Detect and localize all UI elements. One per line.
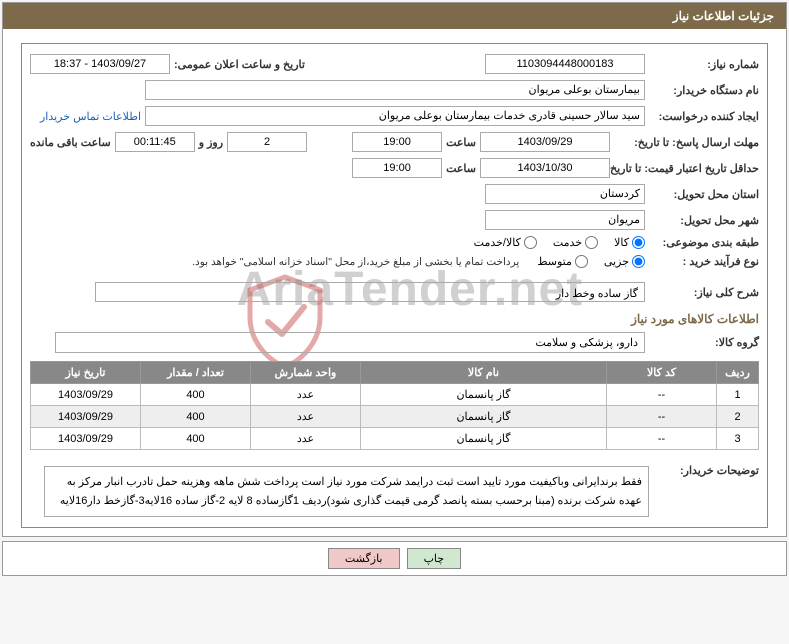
cell-date: 1403/09/29 xyxy=(31,428,141,450)
cell-code: -- xyxy=(607,428,717,450)
cell-name: گاز پانسمان xyxy=(361,428,607,450)
hms-remaining-value: 00:11:45 xyxy=(115,132,195,152)
cell-row: 2 xyxy=(717,406,759,428)
items-table: ردیف کد کالا نام کالا واحد شمارش تعداد /… xyxy=(30,361,759,450)
validity-label: حداقل تاریخ اعتبار قیمت: تا تاریخ: xyxy=(614,162,759,175)
buyer-org-value: بیمارستان بوعلی مریوان xyxy=(145,80,645,100)
radio-partial-input[interactable] xyxy=(632,255,645,268)
city-label: شهر محل تحویل: xyxy=(649,214,759,227)
table-row: 1--گاز پانسمانعدد4001403/09/29 xyxy=(31,384,759,406)
radio-goods-label: کالا xyxy=(614,236,629,249)
cell-name: گاز پانسمان xyxy=(361,406,607,428)
publish-datetime-label: تاریخ و ساعت اعلان عمومی: xyxy=(174,58,305,71)
radio-goods-service-input[interactable] xyxy=(524,236,537,249)
cell-name: گاز پانسمان xyxy=(361,384,607,406)
table-row: 2--گاز پانسمانعدد4001403/09/29 xyxy=(31,406,759,428)
cell-row: 3 xyxy=(717,428,759,450)
cell-qty: 400 xyxy=(141,428,251,450)
buttons-bar: چاپ بازگشت xyxy=(2,541,787,576)
goods-info-title: اطلاعات کالاهای مورد نیاز xyxy=(30,312,759,326)
publish-datetime-value: 1403/09/27 - 18:37 xyxy=(30,54,170,74)
days-remaining-value: 2 xyxy=(227,132,307,152)
radio-medium[interactable]: متوسط xyxy=(537,255,588,268)
cell-row: 1 xyxy=(717,384,759,406)
col-name: نام کالا xyxy=(361,362,607,384)
back-button[interactable]: بازگشت xyxy=(328,548,400,569)
radio-service-input[interactable] xyxy=(585,236,598,249)
col-code: کد کالا xyxy=(607,362,717,384)
radio-goods-input[interactable] xyxy=(632,236,645,249)
buyer-org-label: نام دستگاه خریدار: xyxy=(649,84,759,97)
validity-time-value: 19:00 xyxy=(352,158,442,178)
overview-label: شرح کلی نیاز: xyxy=(649,286,759,299)
cell-unit: عدد xyxy=(251,428,361,450)
city-value: مریوان xyxy=(485,210,645,230)
process-note: پرداخت تمام یا بخشی از مبلغ خرید،از محل … xyxy=(192,256,519,268)
cell-unit: عدد xyxy=(251,384,361,406)
deadline-time-label: ساعت xyxy=(446,136,476,149)
need-number-label: شماره نیاز: xyxy=(649,58,759,71)
requester-label: ایجاد کننده درخواست: xyxy=(649,110,759,123)
subject-class-label: طبقه بندی موضوعی: xyxy=(649,236,759,249)
cell-date: 1403/09/29 xyxy=(31,384,141,406)
validity-date-value: 1403/10/30 xyxy=(480,158,610,178)
radio-service-label: خدمت xyxy=(553,236,582,249)
cell-date: 1403/09/29 xyxy=(31,406,141,428)
radio-goods-service[interactable]: کالا/خدمت xyxy=(474,236,537,249)
requester-value: سید سالار حسینی قادری خدمات بیمارستان بو… xyxy=(145,106,645,126)
radio-service[interactable]: خدمت xyxy=(553,236,598,249)
deadline-date-value: 1403/09/29 xyxy=(480,132,610,152)
radio-partial[interactable]: جزیی xyxy=(604,255,645,268)
table-row: 3--گاز پانسمانعدد4001403/09/29 xyxy=(31,428,759,450)
cell-code: -- xyxy=(607,406,717,428)
col-row: ردیف xyxy=(717,362,759,384)
panel-title: جزئیات اطلاعات نیاز xyxy=(3,3,786,29)
validity-time-label: ساعت xyxy=(446,162,476,175)
province-value: کردستان xyxy=(485,184,645,204)
days-label: روز و xyxy=(199,136,223,149)
deadline-label: مهلت ارسال پاسخ: تا تاریخ: xyxy=(614,136,759,149)
goods-group-label: گروه کالا: xyxy=(649,336,759,349)
province-label: استان محل تحویل: xyxy=(649,188,759,201)
radio-goods[interactable]: کالا xyxy=(614,236,645,249)
print-button[interactable]: چاپ xyxy=(407,548,462,569)
deadline-time-value: 19:00 xyxy=(352,132,442,152)
buyer-contact-link[interactable]: اطلاعات تماس خریدار xyxy=(40,110,141,123)
radio-partial-label: جزیی xyxy=(604,255,629,268)
details-box: شماره نیاز: 1103094448000183 تاریخ و ساع… xyxy=(21,43,768,528)
goods-group-value: دارو، پزشکی و سلامت xyxy=(55,332,645,353)
col-qty: تعداد / مقدار xyxy=(141,362,251,384)
radio-medium-input[interactable] xyxy=(575,255,588,268)
cell-qty: 400 xyxy=(141,406,251,428)
col-unit: واحد شمارش xyxy=(251,362,361,384)
cell-qty: 400 xyxy=(141,384,251,406)
radio-medium-label: متوسط xyxy=(537,255,572,268)
need-number-value: 1103094448000183 xyxy=(485,54,645,74)
col-date: تاریخ نیاز xyxy=(31,362,141,384)
buyer-notes-label: توضیحات خریدار: xyxy=(649,458,759,477)
process-type-label: نوع فرآیند خرید : xyxy=(649,255,759,268)
cell-code: -- xyxy=(607,384,717,406)
radio-goods-service-label: کالا/خدمت xyxy=(474,236,521,249)
remaining-label: ساعت باقی مانده xyxy=(30,136,111,149)
overview-value: گاز ساده وخط دار xyxy=(95,282,645,302)
cell-unit: عدد xyxy=(251,406,361,428)
buyer-notes-value: فقط برندایرانی وباکیفیت مورد تایید است ث… xyxy=(44,466,649,517)
